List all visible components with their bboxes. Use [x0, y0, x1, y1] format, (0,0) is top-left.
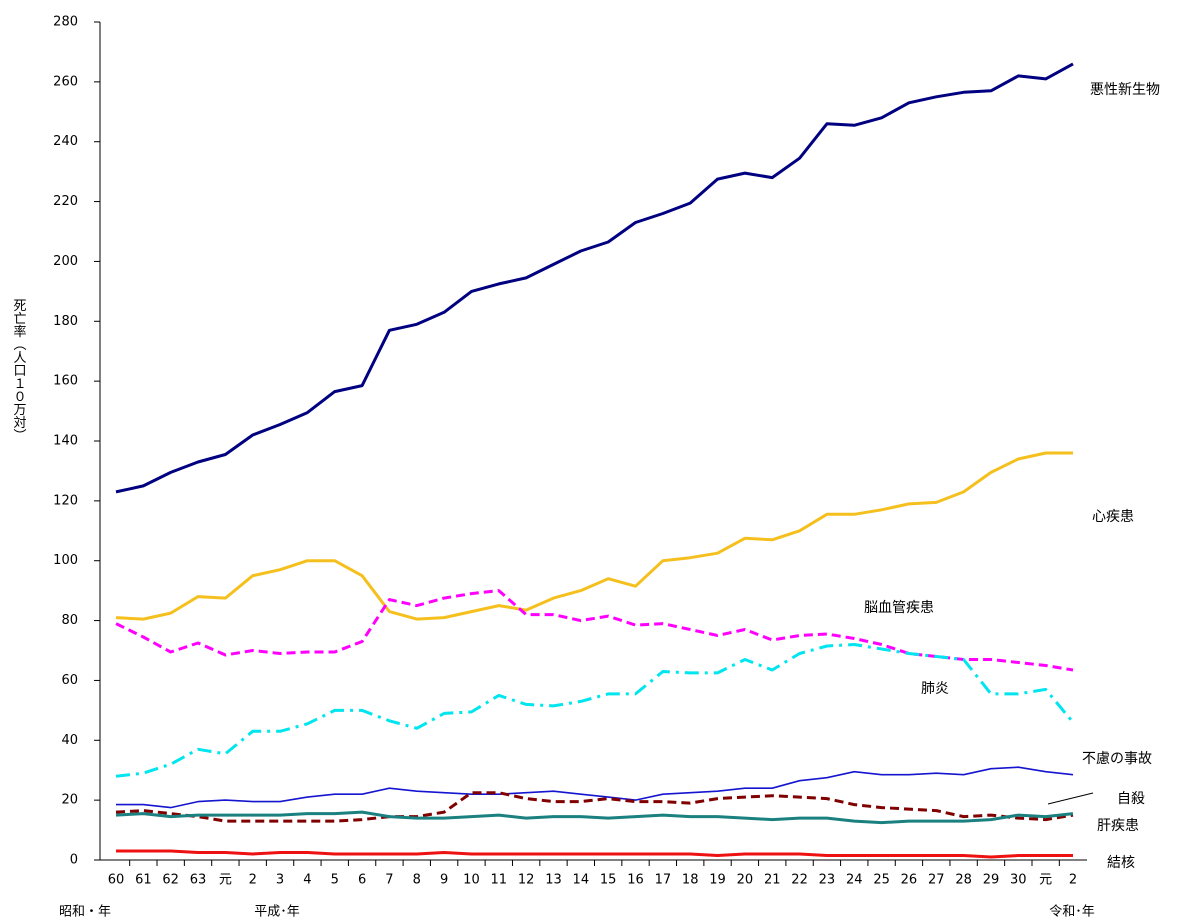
x-tick-label: 17: [655, 873, 672, 888]
series-line: [116, 849, 1073, 859]
x-tick-label: 61: [135, 873, 152, 888]
x-tick-label: 14: [573, 873, 590, 888]
x-tick-label: 元: [219, 873, 232, 888]
y-tick-label: 140: [53, 434, 78, 449]
y-tick-label: 60: [61, 673, 78, 688]
series-label: 脳血管疾患: [864, 600, 934, 616]
y-tick-label: 280: [53, 15, 78, 30]
y-tick-label: 180: [53, 314, 78, 329]
y-tick-label: 240: [53, 134, 78, 149]
series-label: 悪性新生物: [1090, 82, 1160, 98]
y-tick-label: 160: [53, 374, 78, 389]
x-tick-label: 15: [600, 873, 617, 888]
x-tick-label: 26: [901, 873, 918, 888]
y-tick-label: 220: [53, 194, 78, 209]
y-tick-label: 100: [53, 553, 78, 568]
x-tick-label: 27: [928, 873, 945, 888]
leader-line: [1047, 792, 1094, 805]
series-label: 肺炎: [921, 681, 949, 697]
x-tick-label: 10: [463, 873, 480, 888]
y-tick-label: 40: [61, 733, 78, 748]
y-axis-label: 死亡率（人口１０万対）: [11, 299, 27, 442]
x-tick-label: 11: [491, 873, 508, 888]
x-tick-label: 18: [682, 873, 699, 888]
series-label: 心疾患: [1092, 509, 1134, 525]
x-tick-label: 4: [303, 873, 311, 888]
series-line: [116, 766, 1074, 809]
series-label: 不慮の事故: [1082, 751, 1152, 767]
x-tick-label: 21: [764, 873, 781, 888]
y-tick-label: 80: [61, 613, 78, 628]
x-tick-label: 19: [709, 873, 726, 888]
series-label: 肝疾患: [1097, 818, 1139, 834]
x-tick-label: 20: [737, 873, 754, 888]
x-tick-label: 30: [1010, 873, 1027, 888]
x-tick-label: 5: [331, 873, 339, 888]
y-tick-label: 0: [70, 853, 78, 868]
era-label: 令和･年: [1049, 905, 1095, 920]
x-tick-label: 7: [385, 873, 393, 888]
x-tick-label: 63: [190, 873, 207, 888]
x-tick-label: 62: [162, 873, 179, 888]
y-tick-label: 120: [53, 493, 78, 508]
x-tick-label: 24: [846, 873, 863, 888]
x-tick-label: 2: [1069, 873, 1077, 888]
x-tick-label: 2: [249, 873, 257, 888]
series-line: [115, 451, 1073, 621]
era-label: 平成･年: [254, 905, 300, 920]
x-tick-label: 3: [276, 873, 284, 888]
x-tick-label: 6: [358, 873, 366, 888]
series-line: [115, 791, 1074, 823]
x-tick-label: 22: [791, 873, 808, 888]
era-label: 昭和・年: [59, 905, 111, 920]
x-tick-label: 23: [819, 873, 836, 888]
x-tick-label: 16: [627, 873, 644, 888]
y-tick-label: 20: [61, 793, 78, 808]
series-label: 結核: [1107, 855, 1135, 871]
x-tick-label: 13: [545, 873, 562, 888]
x-tick-label: 28: [955, 873, 972, 888]
y-tick-label: 200: [53, 254, 78, 269]
x-tick-label: 60: [108, 873, 125, 888]
x-tick-label: 9: [440, 873, 448, 888]
series-line: [115, 62, 1074, 494]
series-line: [115, 643, 1075, 778]
y-tick-label: 260: [53, 74, 78, 89]
x-tick-label: 12: [518, 873, 535, 888]
x-tick-label: 29: [983, 873, 1000, 888]
x-tick-label: 8: [413, 873, 421, 888]
x-tick-label: 元: [1039, 873, 1052, 888]
series-line: [115, 810, 1074, 825]
series-label: 自殺: [1117, 791, 1145, 807]
x-tick-label: 25: [873, 873, 890, 888]
